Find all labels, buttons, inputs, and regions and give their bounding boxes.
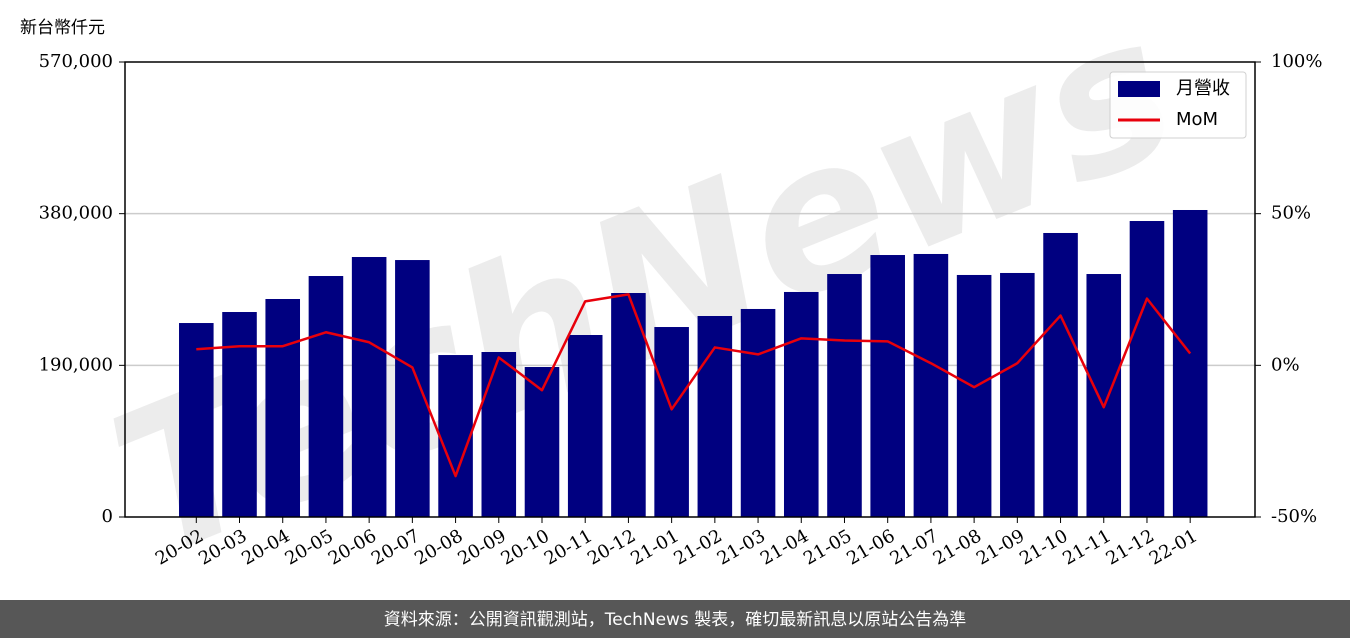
bar [1000, 272, 1035, 517]
legend-label: 月營收 [1176, 78, 1230, 99]
bar [654, 327, 689, 517]
bar [1043, 232, 1078, 518]
x-tick-label: 21-01 [627, 525, 682, 569]
y2-tick-label: 0% [1271, 354, 1300, 375]
bar [740, 308, 776, 517]
x-tick-label: 20-12 [584, 525, 639, 569]
y-tick-label: 0 [102, 506, 113, 527]
plot-frame [124, 61, 1256, 518]
bar [783, 291, 819, 517]
x-tick-label: 21-05 [800, 525, 855, 569]
y2-tick-label: 100% [1271, 51, 1322, 72]
bar [481, 352, 517, 517]
x-tick-label: 20-08 [411, 525, 466, 569]
footer-bar [0, 600, 1350, 638]
x-tick-label: 21-07 [886, 525, 941, 569]
bar [567, 335, 603, 517]
x-tick-label: 20-07 [368, 525, 423, 569]
y-tick-label: 190,000 [39, 354, 113, 375]
bar [351, 257, 387, 517]
bar [697, 316, 733, 517]
legend-swatch [1118, 81, 1160, 97]
x-tick-label: 20-09 [454, 525, 509, 569]
x-tick-label: 21-06 [843, 525, 898, 569]
x-tick-label: 21-12 [1103, 525, 1158, 569]
legend-label: MoM [1176, 109, 1218, 130]
footer: 資料來源：公開資訊觀測站，TechNews 製表，確切最新訊息以原站公告為準 [384, 610, 966, 630]
bar [308, 276, 344, 517]
x-tick-label: 21-09 [973, 525, 1028, 569]
x-tick-label: 21-10 [1016, 525, 1071, 569]
x-tick-label: 21-11 [1059, 525, 1114, 569]
bar [1129, 221, 1165, 517]
bar [913, 253, 949, 517]
y-tick-label: 380,000 [39, 203, 113, 224]
y-axis-label: 新台幣仟元 [20, 18, 105, 38]
bar [179, 323, 214, 517]
line [196, 293, 1192, 478]
bar [265, 298, 301, 517]
x-tick-label: 21-08 [930, 525, 985, 569]
x-tick-label: 20-11 [541, 525, 596, 569]
bar [222, 312, 257, 517]
bar [1086, 274, 1122, 517]
bar [611, 293, 646, 517]
x-tick-label: 21-02 [670, 525, 725, 569]
bar [524, 367, 560, 517]
bar [395, 260, 430, 517]
bar [1172, 209, 1208, 517]
y2-tick-label: -50% [1271, 506, 1317, 527]
y2-tick-label: 50% [1271, 203, 1311, 224]
y-tick-label: 570,000 [39, 51, 113, 72]
bar [438, 355, 473, 517]
bar [870, 255, 905, 517]
bar [956, 274, 992, 517]
x-tick-label: 21-04 [757, 525, 812, 569]
bar [827, 274, 862, 517]
x-tick-label: 22-01 [1146, 525, 1201, 569]
x-tick-label: 20-10 [498, 525, 553, 569]
x-tick-label: 21-03 [714, 525, 769, 569]
